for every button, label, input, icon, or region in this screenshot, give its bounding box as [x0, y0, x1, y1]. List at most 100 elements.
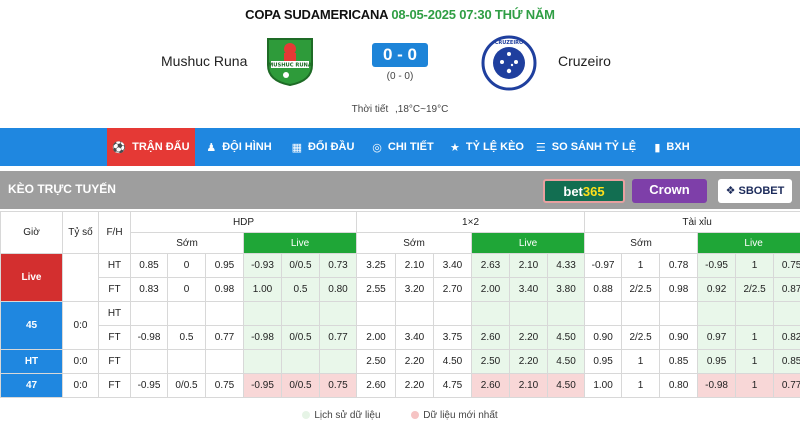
list-icon: ☰ [535, 141, 546, 154]
score-cell [62, 253, 99, 302]
odds-cell: 0.77 [319, 325, 357, 350]
odds-cell: 0.98 [659, 277, 699, 302]
odds-cell: -0.98 [697, 373, 737, 398]
odds-cell: 0/0.5 [167, 373, 206, 398]
odds-cell: 0.90 [584, 325, 623, 350]
fh-cell: FT [98, 325, 131, 350]
odds-cell: 4.50 [433, 349, 472, 374]
tab-tran-dau[interactable]: ⚽ TRẬN ĐẤU [107, 128, 195, 166]
history-dot-icon [302, 411, 311, 419]
odds-cell: 2.20 [509, 325, 548, 350]
odds-cell [243, 301, 282, 326]
time-cell: Live [0, 253, 63, 302]
star-icon: ★ [450, 141, 460, 154]
time-cell: 45 [0, 301, 63, 350]
league-name[interactable]: COPA SUDAMERICANA [245, 7, 388, 22]
score-cell: 0:0 [62, 301, 99, 350]
odds-cell [584, 301, 623, 326]
odds-cell: 4.50 [546, 373, 586, 398]
away-team-logo: CRUZEIRO [481, 35, 537, 91]
home-team-name[interactable]: Mushuc Runa [161, 53, 248, 69]
fh-cell: FT [98, 349, 131, 374]
odds-cell: 3.75 [433, 325, 472, 350]
bet365-text-b: 365 [582, 184, 605, 199]
odds-cell: 1 [735, 325, 775, 350]
odds-cell: 0.73 [319, 253, 357, 278]
col-tx-som: Sớm [584, 232, 699, 254]
odds-cell: 0 [167, 253, 206, 278]
odds-cell [281, 349, 320, 374]
odds-cell: 0.83 [130, 277, 168, 302]
odds-cell: 0 [167, 277, 206, 302]
table-row: 45 0:0 HT [0, 301, 800, 350]
odds-cell: -0.95 [130, 373, 168, 398]
odds-cell: 2.60 [356, 373, 396, 398]
table-row: HT 0:0 FT 2.50 2.20 4.50 2.50 2.20 4.50 … [0, 349, 800, 374]
odds-cell: -0.98 [130, 325, 168, 350]
tab-label: ĐỐI ĐẦU [307, 141, 355, 153]
odds-cell: 2.60 [471, 373, 510, 398]
odds-cell: 0.75 [773, 253, 800, 278]
match-datetime: 08-05-2025 07:30 THỨ NĂM [391, 7, 555, 22]
away-logo-text: CRUZEIRO [495, 40, 524, 46]
legend: Lịch sử dữ liệu Dữ liệu mới nhất [0, 410, 800, 421]
odds-cell [319, 301, 357, 326]
tab-so-sanh-ty-le[interactable]: ☰ SO SÁNH TỶ LỆ [531, 128, 641, 166]
legend-latest: Dữ liệu mới nhất [423, 410, 498, 421]
odds-cell [621, 301, 661, 326]
odds-title: KÈO TRỰC TUYẾN [8, 182, 116, 196]
tab-doi-hinh[interactable]: ♟ ĐỘI HÌNH [195, 128, 283, 166]
odds-cell [509, 301, 548, 326]
odds-cell: 0.85 [130, 253, 168, 278]
bar-chart-icon: ▮ [654, 141, 661, 154]
odds-cell: 2.10 [509, 373, 548, 398]
col-gio: Giờ [0, 211, 63, 254]
odds-cell: 2.70 [433, 277, 472, 302]
bookmaker-sbobet-button[interactable]: ❖ SBOBET [718, 179, 792, 203]
odds-cell: 2.00 [356, 325, 396, 350]
away-team-name[interactable]: Cruzeiro [558, 53, 611, 69]
odds-cell [356, 301, 396, 326]
odds-cell: 0.95 [697, 349, 737, 374]
versus-icon: ▦ [291, 141, 302, 154]
odds-cell: 0.88 [584, 277, 623, 302]
odds-cell: 4.50 [546, 349, 586, 374]
tab-label: SO SÁNH TỶ LỆ [551, 141, 637, 153]
odds-cell: 0.95 [205, 253, 244, 278]
tab-bxh[interactable]: ▮ BXH [641, 128, 703, 166]
table-row: Live HT 0.85 0 0.95 -0.93 0/0.5 0.73 3.2… [0, 253, 800, 302]
odds-cell [130, 349, 168, 374]
odds-cell: 2/2.5 [621, 325, 661, 350]
odds-table: Giờ Tỷ số F/H HDP 1×2 Tài xỉu Sớm Live S… [0, 211, 800, 398]
odds-cell: 0.87 [773, 277, 800, 302]
odds-cell: 2.10 [395, 253, 434, 278]
odds-cell: 2.20 [509, 349, 548, 374]
tab-chi-tiet[interactable]: ◎ CHI TIẾT [363, 128, 443, 166]
odds-cell: 1 [621, 253, 661, 278]
odds-cell: 0.77 [773, 373, 800, 398]
odds-cell: 2.60 [471, 325, 510, 350]
tab-label: TRẬN ĐẤU [132, 141, 190, 153]
odds-cell: 2/2.5 [621, 277, 661, 302]
fh-cell: HT [98, 301, 131, 326]
odds-cell: 0.95 [584, 349, 623, 374]
bookmaker-bet365-button[interactable]: bet365 [543, 179, 625, 203]
odds-cell [433, 301, 472, 326]
col-1x2-som: Sớm [356, 232, 472, 254]
col-1x2-live: Live [470, 232, 586, 254]
tab-label: BXH [666, 141, 690, 153]
odds-cell: 1.00 [243, 277, 282, 302]
odds-cell [773, 301, 800, 326]
tab-doi-dau[interactable]: ▦ ĐỐI ĐẦU [283, 128, 363, 166]
bookmaker-crown-button[interactable]: Crown [632, 179, 707, 203]
weather-label: Thời tiết [351, 104, 389, 115]
col-taixiu: Tài xỉu [584, 211, 800, 233]
table-row: FT 0.83 0 0.98 1.00 0.5 0.80 2.55 3.20 2… [1, 277, 800, 302]
odds-cell [243, 349, 282, 374]
home-logo-text: MUSHUC RUNA [268, 63, 312, 69]
odds-cell: -0.97 [584, 253, 623, 278]
odds-cell: -0.93 [243, 253, 282, 278]
odds-cell [659, 301, 699, 326]
odds-cell: 1 [621, 373, 661, 398]
tab-ty-le-keo[interactable]: ★ TỶ LỆ KÈO [443, 128, 531, 166]
